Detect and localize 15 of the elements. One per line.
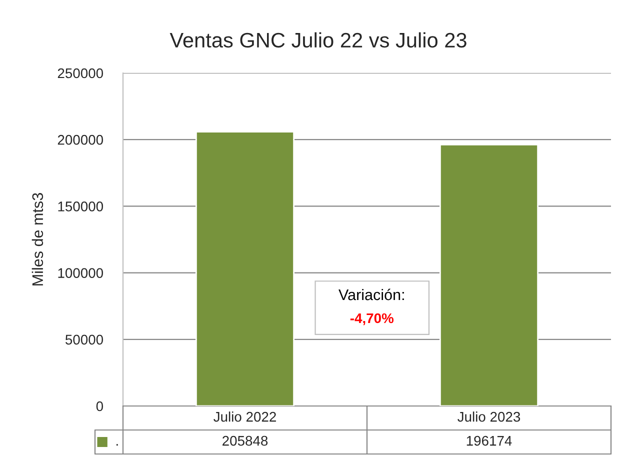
legend-label: . bbox=[116, 444, 118, 446]
x-tick-label: Julio 2023 bbox=[458, 412, 520, 422]
x-tick-label: Julio 2022 bbox=[214, 412, 276, 422]
y-tick-label: 200000 bbox=[58, 134, 104, 145]
annotation: -4,70% bbox=[350, 313, 394, 326]
data-label: 205848 bbox=[222, 436, 268, 446]
y-tick-label: 150000 bbox=[58, 202, 104, 212]
y-tick-label: 50000 bbox=[65, 334, 104, 345]
y-tick-label: 0 bbox=[96, 401, 104, 412]
annotation: Variación: bbox=[338, 288, 404, 300]
chart-title: Ventas GNC Julio 22 vs Julio 23 bbox=[170, 32, 466, 48]
y-tick-label: 100000 bbox=[58, 268, 104, 278]
y-axis-title: Miles de mts3 bbox=[32, 193, 44, 286]
data-label: 196174 bbox=[466, 436, 512, 446]
y-tick-label: 250000 bbox=[58, 68, 104, 78]
